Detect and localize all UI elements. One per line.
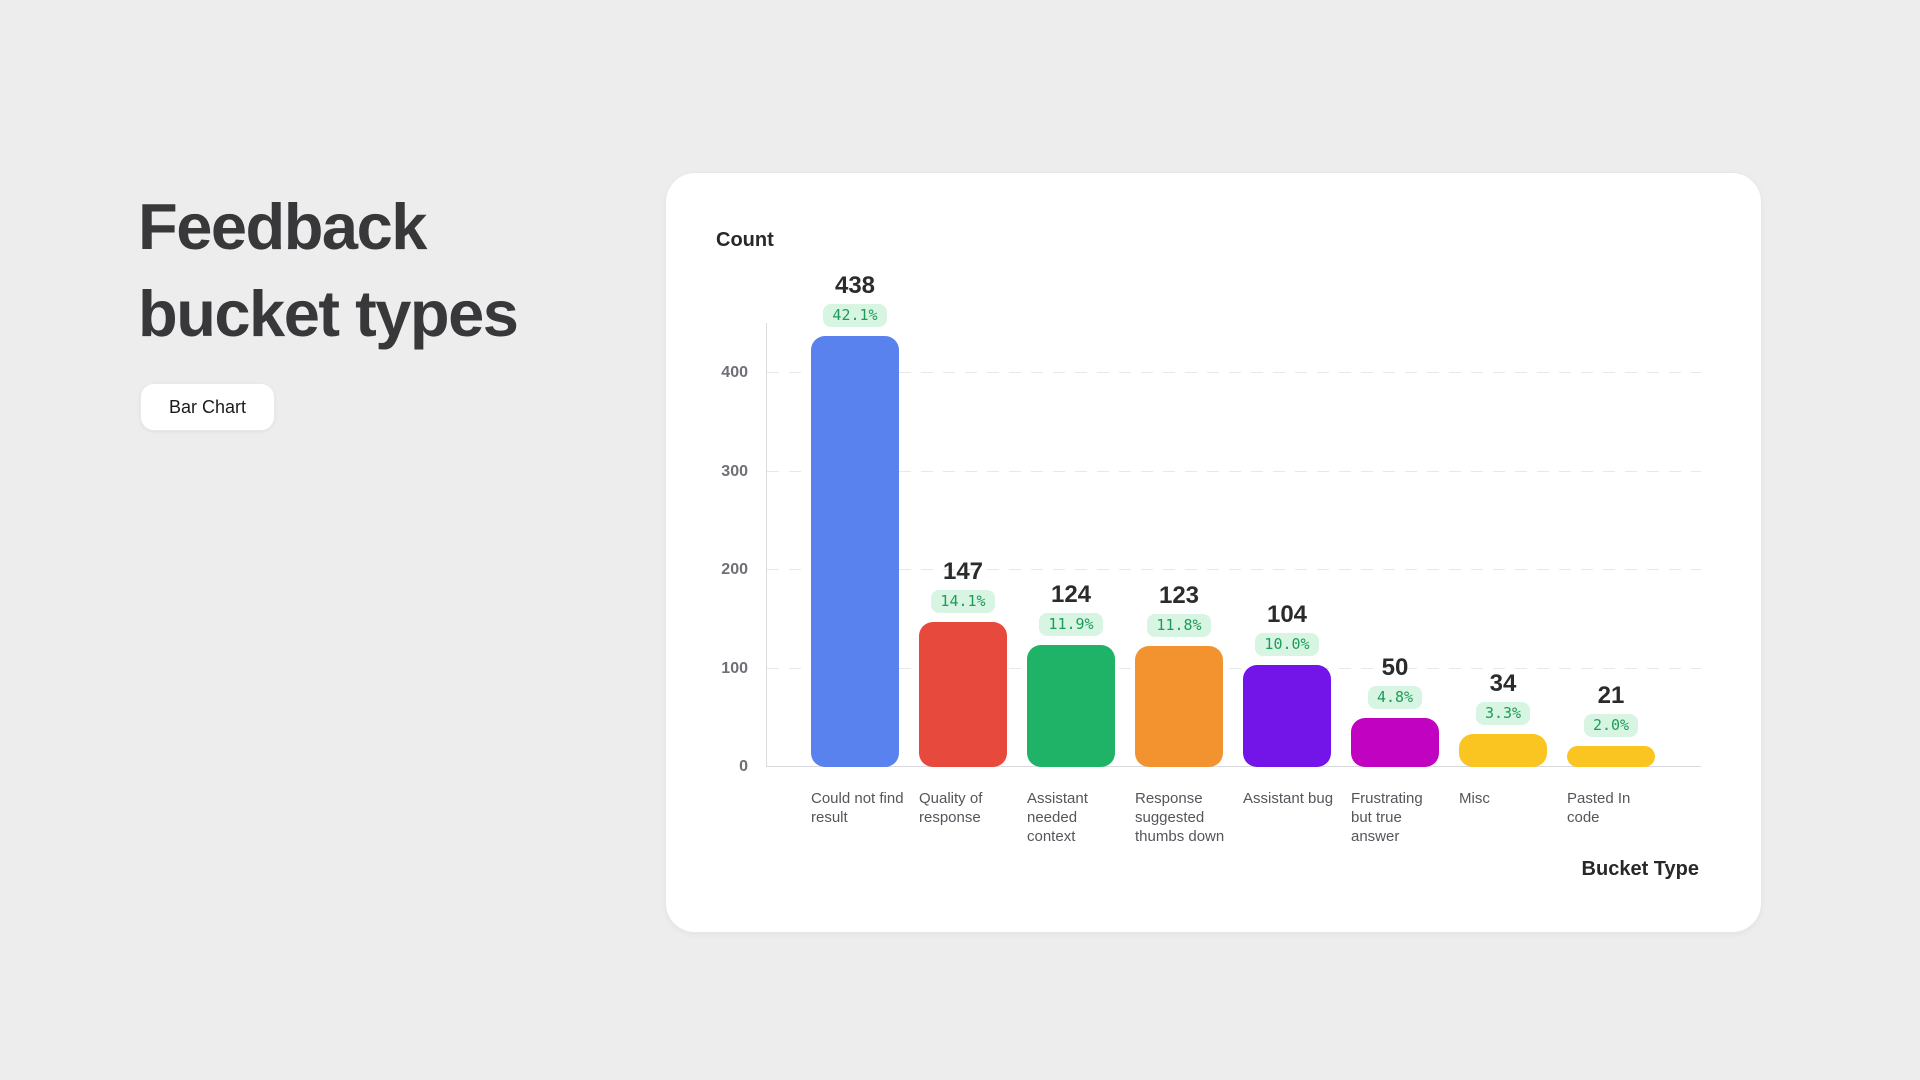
y-tick-label: 200 — [721, 561, 748, 578]
bar-percent-badge: 10.0% — [1255, 632, 1319, 656]
bar — [1459, 733, 1547, 767]
y-axis-line — [766, 323, 767, 767]
bar-group: 124 11.9% — [1027, 581, 1115, 767]
x-axis-line — [767, 766, 1701, 767]
gridline — [767, 470, 1701, 472]
bar-group: 50 4.8% — [1351, 654, 1439, 767]
bar-group: 34 3.3% — [1459, 670, 1547, 767]
bar-percent-badge: 2.0% — [1583, 714, 1639, 738]
x-tick-label: Assistant bug — [1243, 790, 1334, 807]
x-tick-label: Frustrating but true answer — [1351, 790, 1423, 845]
bar-group: 147 14.1% — [919, 558, 1007, 767]
page-title: Feedback bucket types — [138, 190, 519, 350]
bar-value-label: 438 — [834, 271, 876, 299]
bar-value-label: 21 — [1597, 682, 1625, 710]
x-tick-label: Response suggested thumbs down — [1135, 790, 1225, 845]
bar — [1135, 645, 1223, 767]
x-axis-title: Bucket Type — [1581, 858, 1699, 880]
y-tick-label: 0 — [739, 758, 748, 775]
x-tick-label: Could not find result — [811, 790, 904, 826]
bar-percent-badge: 3.3% — [1475, 701, 1531, 725]
bar-value-label: 104 — [1266, 600, 1308, 628]
y-axis-title: Count — [716, 229, 774, 251]
bar-group: 104 10.0% — [1243, 601, 1331, 767]
gridline — [767, 667, 1701, 669]
bar — [811, 335, 899, 767]
x-tick-label: Assistant needed context — [1027, 790, 1088, 845]
bar-percent-badge: 11.9% — [1039, 612, 1103, 636]
x-tick-label: Pasted In code — [1567, 790, 1631, 826]
y-tick-label: 300 — [721, 462, 748, 480]
bar-group: 123 11.8% — [1135, 582, 1223, 767]
plot-area: 400 300 200 100 0 438 42.1% Could not find resu… — [721, 272, 1701, 845]
bar-percent-badge: 14.1% — [931, 590, 995, 614]
bar — [919, 622, 1007, 767]
chart-type-button[interactable]: Bar Chart — [140, 383, 276, 431]
gridline — [767, 569, 1701, 570]
bar — [1351, 717, 1439, 767]
bar — [1567, 746, 1655, 767]
gridline — [767, 372, 1701, 373]
bar-percent-badge: 4.8% — [1367, 685, 1423, 709]
bar-value-label: 50 — [1381, 653, 1409, 681]
bar-percent-badge: 42.1% — [823, 303, 887, 327]
x-tick-label: Misc — [1459, 790, 1490, 807]
x-tick-label: Quality of response — [919, 790, 983, 826]
y-tick-label: 100 — [721, 659, 748, 677]
bar-group: 438 42.1% — [811, 272, 899, 767]
bar-value-label: 123 — [1158, 581, 1200, 609]
bar-percent-badge: 11.8% — [1147, 613, 1211, 637]
bar — [1243, 664, 1331, 767]
bar-group: 21 2.0% — [1567, 682, 1655, 767]
bar-value-label: 147 — [942, 558, 984, 586]
bar-value-label: 124 — [1050, 580, 1092, 608]
chart-card: Count Bucket Type 400 300 200 100 0 438 42.1% C… — [665, 172, 1762, 933]
bar-value-label: 34 — [1489, 669, 1517, 697]
y-tick-label: 400 — [721, 364, 748, 381]
bar — [1027, 644, 1115, 767]
